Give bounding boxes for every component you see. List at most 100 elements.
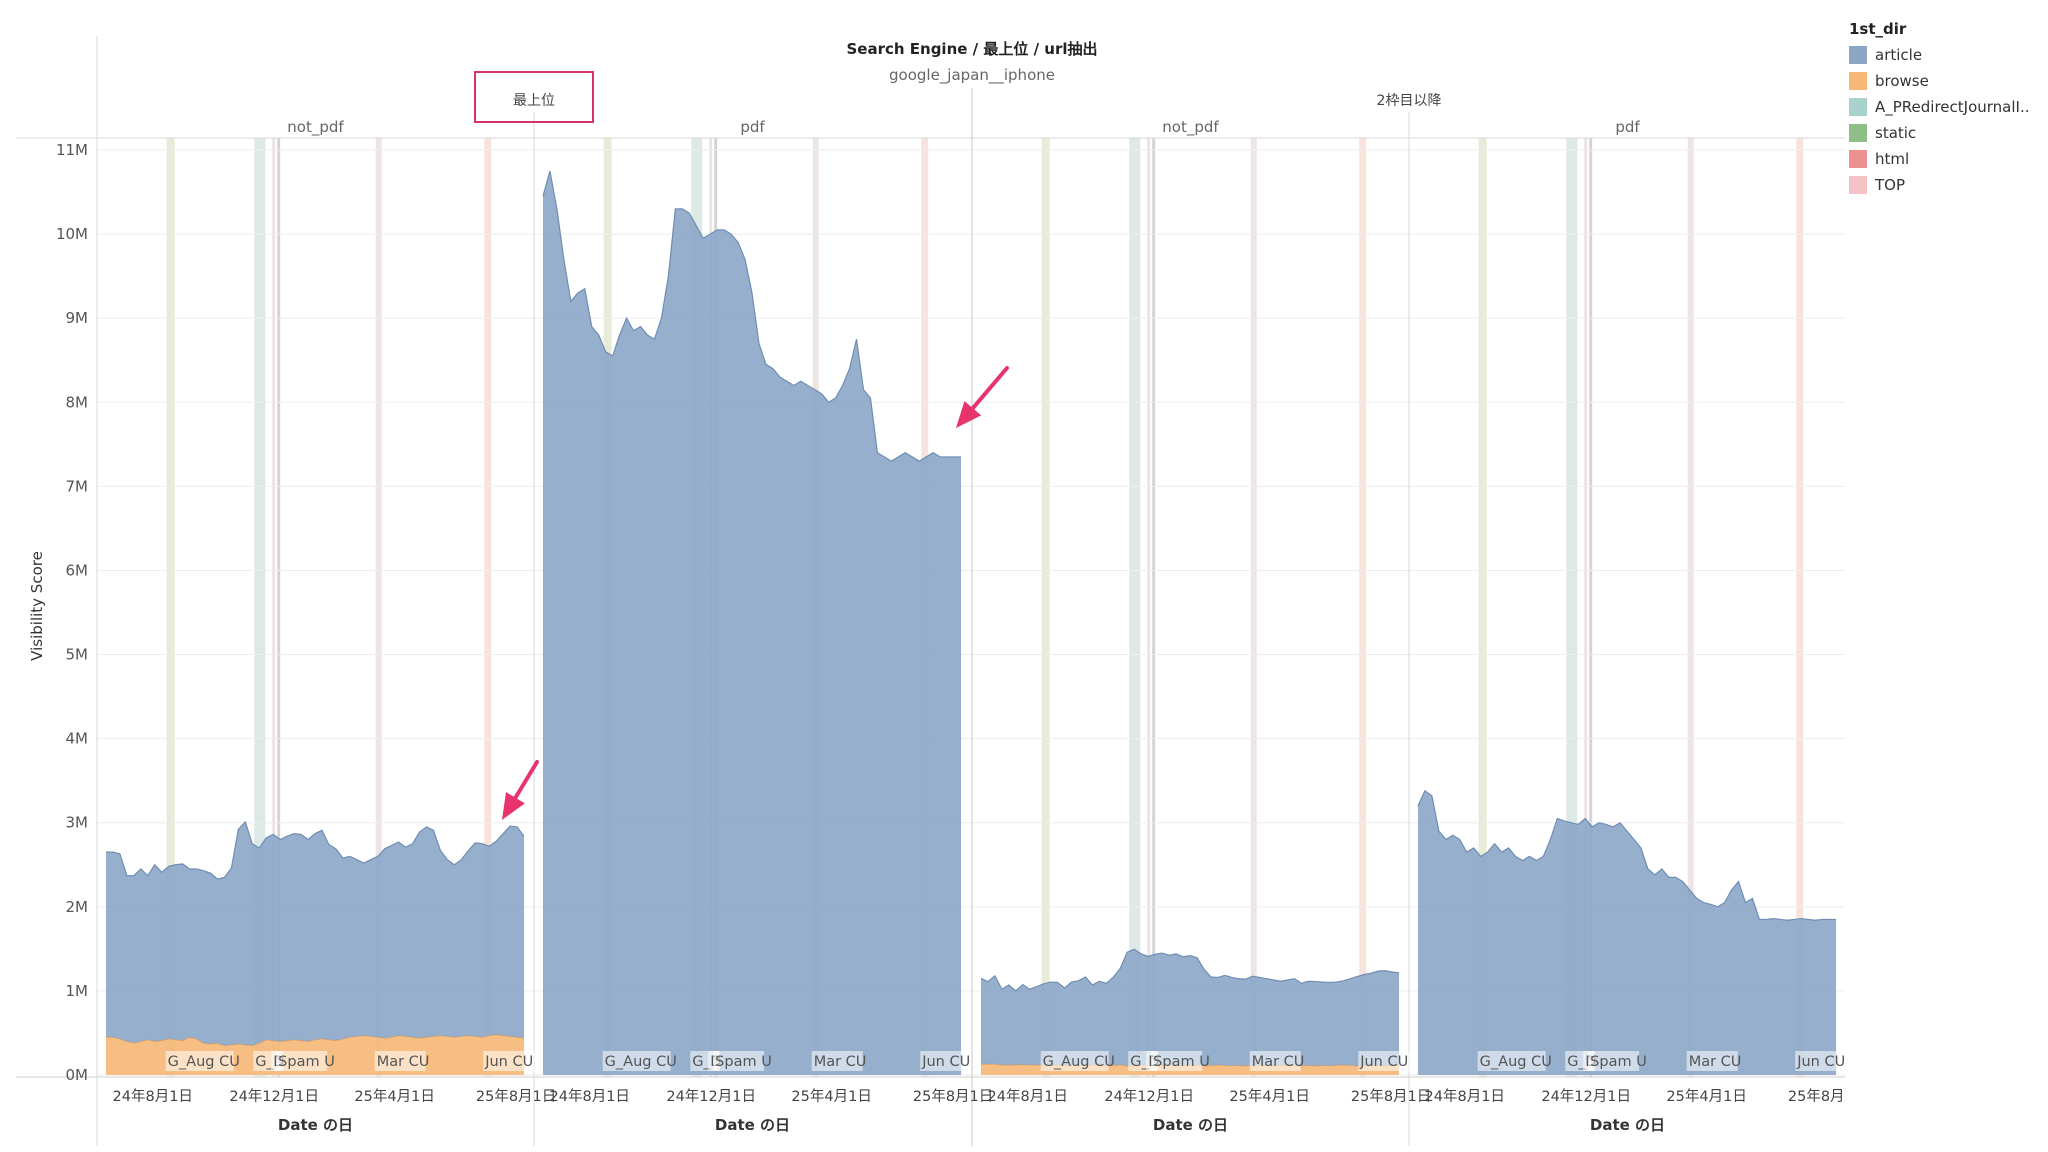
- legend-title: 1st_dir: [1849, 20, 1907, 38]
- chart-text-layer: Search Engine / 最上位 / url抽出 google_japan…: [28, 40, 1845, 1134]
- event-band: [1041, 138, 1050, 1077]
- legend-item-article[interactable]: article: [1849, 42, 2044, 68]
- event-label: Mar CU: [814, 1054, 867, 1070]
- legend-item-a-predirect[interactable]: A_PRedirectJournalI..: [1849, 94, 2044, 120]
- legend-label: static: [1875, 124, 1917, 142]
- x-tick-label: 25年8月1日: [1788, 1088, 1845, 1105]
- y-tick-label: 5M: [66, 646, 89, 664]
- panel-label: not_pdf: [287, 118, 344, 137]
- event-label: Jun CU: [1796, 1054, 1845, 1070]
- legend-label: html: [1875, 150, 1910, 168]
- event-band: [1129, 138, 1141, 1077]
- event-label-bg: [483, 1051, 535, 1071]
- area-article: [980, 949, 1400, 1066]
- x-axis-title: Date の日: [278, 1116, 353, 1134]
- event-band: [375, 138, 382, 1077]
- legend-item-static[interactable]: static: [1849, 120, 2044, 146]
- x-tick-label: 25年4月1日: [1229, 1088, 1309, 1105]
- event-label: Jun CU: [921, 1054, 970, 1070]
- event-label: Spam U: [715, 1054, 772, 1070]
- event-label: Jun CU: [484, 1054, 533, 1070]
- legend-swatch-html: [1849, 150, 1867, 168]
- event-band: [272, 138, 276, 1077]
- y-tick-label: 9M: [66, 309, 89, 327]
- event-band: [1687, 138, 1694, 1077]
- event-band: [1796, 138, 1804, 1077]
- legend: 1st_dir article browse A_PRedirectJourna…: [1849, 20, 2044, 198]
- x-tick-label: 24年8月1日: [550, 1088, 630, 1105]
- event-label: Spam U: [278, 1054, 335, 1070]
- event-label: Mar CU: [377, 1054, 430, 1070]
- line-article: [542, 170, 962, 462]
- annotation-arrow-left-head: [502, 792, 525, 820]
- event-band: [166, 138, 175, 1077]
- event-label-bg: [1588, 1051, 1640, 1071]
- x-tick-label: 24年12月1日: [666, 1088, 756, 1105]
- x-tick-label: 25年8月1日: [1351, 1088, 1431, 1105]
- line-article: [980, 948, 1400, 992]
- event-label-bg: [713, 1051, 765, 1071]
- line-article: [1417, 789, 1837, 921]
- annotation-box: [474, 71, 594, 123]
- event-label-bg: [1686, 1051, 1738, 1071]
- legend-swatch-article: [1849, 46, 1867, 64]
- x-axis-title: Date の日: [715, 1116, 790, 1134]
- x-tick-label: 25年4月1日: [791, 1088, 871, 1105]
- event-label-bg: [165, 1051, 234, 1071]
- legend-item-browse[interactable]: browse: [1849, 68, 2044, 94]
- event-band: [484, 138, 492, 1077]
- y-axis-title: Visibility Score: [28, 551, 46, 661]
- legend-label: article: [1875, 46, 1923, 64]
- x-tick-label: 24年12月1日: [1541, 1088, 1631, 1105]
- x-tick-label: 25年8月1日: [476, 1088, 556, 1105]
- event-label-bg: [1477, 1051, 1546, 1071]
- line-article: [105, 820, 525, 880]
- event-label-bg: [1151, 1051, 1203, 1071]
- x-tick-label: 24年8月1日: [988, 1088, 1068, 1105]
- event-label-bg: [374, 1051, 426, 1071]
- annotation-layer: [474, 71, 1009, 820]
- x-tick-label: 24年12月1日: [229, 1088, 319, 1105]
- area-article: [105, 821, 525, 1046]
- y-tick-label: 3M: [66, 814, 89, 832]
- event-band: [1589, 138, 1593, 1077]
- event-label: G_Aug CU: [1480, 1054, 1552, 1070]
- x-tick-label: 24年8月1日: [1425, 1088, 1505, 1105]
- y-tick-label: 10M: [56, 225, 88, 243]
- legend-label: A_PRedirectJournalI..: [1875, 98, 2030, 116]
- area-series-layer: [105, 170, 1837, 1076]
- y-tick-label: 11M: [56, 141, 88, 159]
- x-tick-label: 25年4月1日: [1666, 1088, 1746, 1105]
- legend-label: TOP: [1875, 176, 1906, 194]
- event-label-bg: [602, 1051, 671, 1071]
- group-label: 最上位: [513, 93, 555, 109]
- x-tick-label: 24年12月1日: [1104, 1088, 1194, 1105]
- event-label: Mar CU: [1252, 1054, 1305, 1070]
- y-tick-label: 7M: [66, 477, 89, 495]
- x-tick-label: 25年4月1日: [354, 1088, 434, 1105]
- legend-swatch-static: [1849, 124, 1867, 142]
- event-label-bg: [811, 1051, 863, 1071]
- y-tick-label: 1M: [66, 982, 89, 1000]
- panel-label: pdf: [1615, 118, 1640, 136]
- event-label-bg: [1249, 1051, 1301, 1071]
- legend-swatch-browse: [1849, 72, 1867, 90]
- x-tick-label: 24年8月1日: [113, 1088, 193, 1105]
- group-label: 2枠目以降: [1377, 93, 1442, 109]
- y-tick-label: 8M: [66, 393, 89, 411]
- annotation-arrow-right-head: [956, 401, 982, 428]
- legend-item-top[interactable]: TOP: [1849, 172, 2044, 198]
- event-label: G_Aug CU: [605, 1054, 677, 1070]
- y-tick-label: 6M: [66, 561, 89, 579]
- event-label-bg: [1040, 1051, 1109, 1071]
- area-article: [542, 171, 962, 1076]
- legend-item-html[interactable]: html: [1849, 146, 2044, 172]
- chart-canvas: Search Engine / 最上位 / url抽出 google_japan…: [16, 36, 1845, 1146]
- event-label: Spam U: [1590, 1054, 1647, 1070]
- event-band: [1147, 138, 1151, 1077]
- x-tick-label: 25年8月1日: [913, 1088, 993, 1105]
- event-band: [277, 138, 281, 1077]
- event-band: [1584, 138, 1588, 1077]
- event-band: [254, 138, 266, 1077]
- event-label-bg: [1795, 1051, 1845, 1071]
